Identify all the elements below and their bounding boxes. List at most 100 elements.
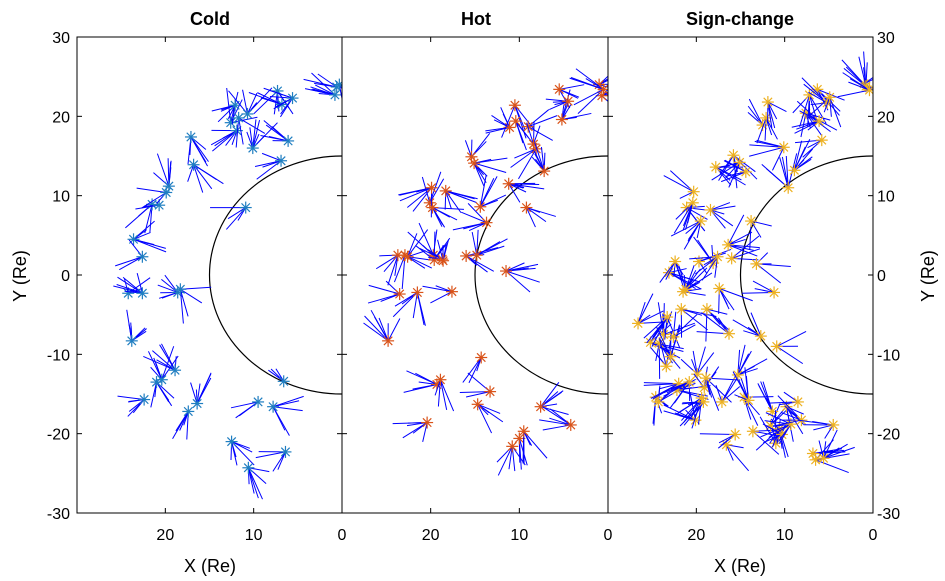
vector-bundle <box>747 98 764 126</box>
field-vector <box>272 395 304 408</box>
field-vector <box>665 261 676 280</box>
field-vector <box>561 104 572 120</box>
data-point <box>555 113 568 126</box>
data-point <box>502 177 515 190</box>
field-vector <box>508 183 545 190</box>
field-vector <box>823 443 848 459</box>
panel-hot: Hot 20 10 0 <box>341 9 613 544</box>
field-vector <box>740 386 749 401</box>
data-point <box>725 252 738 265</box>
field-vector <box>280 97 293 118</box>
field-vector <box>211 104 236 112</box>
data-point <box>727 149 740 162</box>
vector-bundle <box>113 273 143 294</box>
data-point <box>722 238 735 251</box>
data-point <box>652 395 665 408</box>
field-vector <box>692 350 698 375</box>
field-vector <box>159 344 176 371</box>
vector-bundle <box>818 429 855 459</box>
field-vector <box>476 245 505 256</box>
magnetopause-boundary <box>208 155 342 395</box>
vector-bundle <box>246 119 278 149</box>
field-vector <box>247 467 263 500</box>
field-vector <box>526 207 547 223</box>
field-vector <box>303 78 337 88</box>
data-point <box>174 283 187 296</box>
field-vector <box>476 238 508 256</box>
x-tick-label: 10 <box>776 527 794 544</box>
field-vector <box>387 318 401 342</box>
field-vector <box>573 88 604 106</box>
field-vector <box>598 79 608 86</box>
field-vector <box>689 392 696 421</box>
y-tick-label-left: -20 <box>47 427 70 444</box>
field-vector <box>465 255 488 273</box>
vector-bundle <box>210 129 238 152</box>
field-vector <box>158 291 178 299</box>
data-point <box>246 142 259 155</box>
data-point <box>191 397 204 410</box>
field-vector <box>256 160 282 180</box>
field-vector <box>659 383 679 390</box>
field-vector <box>710 202 731 211</box>
field-vector <box>193 164 204 193</box>
field-vector <box>113 285 143 294</box>
field-vector <box>304 88 336 96</box>
field-vector <box>252 120 261 149</box>
x-tick-label: 20 <box>687 527 705 544</box>
vector-bundle <box>248 92 283 105</box>
field-vector <box>473 162 485 187</box>
field-vector <box>378 317 389 342</box>
field-vector <box>474 157 508 164</box>
vector-bundle <box>172 411 189 440</box>
field-vector <box>465 255 494 272</box>
field-vector <box>813 424 834 431</box>
data-point <box>239 201 252 214</box>
field-vector <box>542 406 572 426</box>
data-point <box>817 452 830 465</box>
field-vector <box>808 91 828 104</box>
field-vector <box>740 378 749 401</box>
magnetopause-boundary <box>739 155 873 395</box>
data-point <box>692 255 705 268</box>
field-vector <box>247 467 255 494</box>
field-vector <box>439 379 448 411</box>
field-vector <box>765 412 792 425</box>
field-vector <box>706 308 728 315</box>
field-vector <box>429 178 445 204</box>
data-point <box>471 398 484 411</box>
data-point <box>742 394 755 407</box>
field-vector <box>231 441 251 449</box>
field-vector <box>339 84 342 87</box>
field-vector <box>733 154 756 173</box>
field-vector <box>823 429 838 459</box>
field-vector <box>464 140 472 157</box>
field-vector <box>119 256 143 271</box>
field-vector <box>767 101 787 113</box>
field-vector <box>193 164 213 190</box>
data-point <box>282 134 295 147</box>
panel-title-sign-change: Sign-change <box>686 9 794 29</box>
field-vector <box>248 467 270 473</box>
field-vector <box>416 292 425 325</box>
field-vector <box>754 140 784 148</box>
vector-bundle <box>663 381 691 409</box>
field-vector <box>479 174 487 207</box>
field-vector <box>763 434 783 444</box>
y-tick-label-left: 30 <box>52 30 70 47</box>
data-point <box>729 428 742 441</box>
data-point <box>704 203 717 216</box>
field-vector <box>663 381 690 397</box>
field-vector <box>143 355 176 371</box>
y-tick-label-right: 30 <box>877 30 895 47</box>
data-point <box>434 373 447 386</box>
data-point <box>155 373 168 386</box>
field-vector <box>196 377 212 404</box>
data-point <box>333 78 342 91</box>
field-vector <box>727 231 753 246</box>
data-point <box>530 142 543 155</box>
vector-bundle <box>367 280 400 304</box>
field-vector <box>227 207 246 220</box>
field-vector <box>767 101 776 129</box>
data-point <box>679 283 692 296</box>
